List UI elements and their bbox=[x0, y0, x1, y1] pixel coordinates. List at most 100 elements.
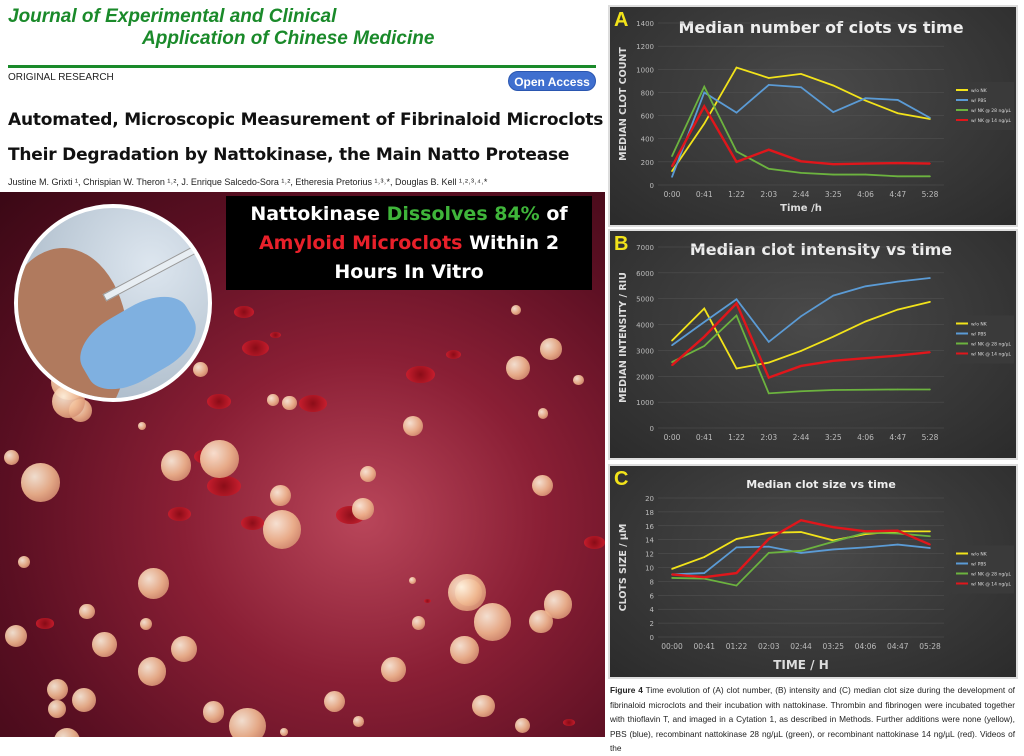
microclot-particle bbox=[411, 616, 425, 630]
data-point bbox=[896, 162, 899, 164]
legend-label: w/o NK bbox=[971, 322, 988, 328]
x-tick-label: 04:06 bbox=[855, 642, 877, 651]
data-point bbox=[896, 112, 899, 115]
data-point bbox=[671, 155, 673, 157]
data-point bbox=[735, 302, 738, 305]
y-tick-label: 0 bbox=[650, 182, 654, 190]
x-tick-label: 04:47 bbox=[887, 642, 909, 651]
data-point bbox=[929, 543, 931, 546]
legend-label: w/ NK @ 14 ng/µL bbox=[971, 118, 1012, 124]
x-tick-label: 3:25 bbox=[825, 190, 842, 199]
x-tick-label: 2:44 bbox=[793, 190, 810, 199]
microclot-particle bbox=[510, 304, 521, 316]
red-blood-cell bbox=[167, 506, 191, 521]
data-point bbox=[671, 577, 673, 579]
data-point bbox=[800, 73, 802, 75]
microclot-particle bbox=[282, 395, 297, 410]
data-point bbox=[703, 85, 706, 88]
series-line-3 bbox=[671, 531, 931, 587]
data-point bbox=[703, 556, 706, 558]
microclot-particle bbox=[229, 708, 266, 737]
banner-text: Hours In Vitro bbox=[334, 261, 484, 283]
data-point bbox=[767, 531, 770, 534]
y-tick-label: 2 bbox=[650, 620, 654, 628]
legend-label: w/ NK @ 14 ng/µL bbox=[971, 582, 1012, 588]
y-tick-label: 200 bbox=[641, 159, 654, 167]
red-blood-cell bbox=[207, 393, 232, 409]
red-blood-cell bbox=[424, 598, 432, 604]
microclot-particle bbox=[267, 394, 280, 407]
data-point bbox=[767, 168, 770, 170]
data-point bbox=[896, 99, 899, 101]
microclot-particle bbox=[202, 701, 224, 723]
microclot-particle bbox=[505, 356, 531, 381]
red-blood-cell bbox=[583, 536, 605, 549]
microclot-particle bbox=[537, 408, 548, 419]
series-line-1 bbox=[671, 300, 931, 370]
open-access-badge[interactable]: Open Access bbox=[508, 71, 596, 91]
journal-title-line2: Application of Chinese Medicine bbox=[142, 28, 435, 49]
series-line-2 bbox=[671, 543, 931, 576]
data-point bbox=[735, 314, 738, 317]
data-point bbox=[767, 77, 770, 79]
data-point bbox=[832, 526, 835, 528]
data-point bbox=[864, 162, 867, 165]
x-tick-label: 4:47 bbox=[889, 190, 906, 199]
data-point bbox=[735, 111, 738, 114]
data-point bbox=[832, 111, 835, 113]
y-tick-label: 4 bbox=[650, 606, 655, 614]
y-axis-label: CLOTS SIZE / µM bbox=[618, 524, 629, 612]
microclot-particle bbox=[5, 624, 28, 648]
data-point bbox=[832, 540, 835, 543]
microclot-particle bbox=[138, 422, 147, 431]
microclot-particle bbox=[92, 632, 117, 657]
x-axis-label: TIME / H bbox=[773, 658, 829, 672]
microclot-particle bbox=[47, 699, 66, 718]
microclot-particle bbox=[352, 498, 374, 520]
journal-title-line1: Journal of Experimental and Clinical bbox=[8, 6, 337, 27]
data-point bbox=[832, 84, 835, 87]
data-point bbox=[767, 148, 770, 151]
data-point bbox=[703, 122, 706, 125]
legend-label: w/ PBS bbox=[971, 98, 986, 104]
red-blood-cell bbox=[234, 306, 254, 318]
figure-caption: Figure 4 Time evolution of (A) clot numb… bbox=[610, 683, 1015, 756]
y-tick-label: 3000 bbox=[636, 347, 654, 355]
x-tick-label: 02:44 bbox=[790, 642, 812, 651]
clot-count-chart: Median number of clots vs time 0 200 400 600… bbox=[618, 18, 1014, 214]
data-point bbox=[671, 364, 673, 366]
y-tick-label: 600 bbox=[641, 113, 654, 121]
x-tick-label: 5:28 bbox=[922, 433, 939, 442]
microclot-particle bbox=[531, 474, 554, 497]
data-point bbox=[929, 388, 931, 391]
data-point bbox=[735, 161, 738, 163]
data-point bbox=[703, 335, 706, 338]
y-tick-label: 1200 bbox=[636, 43, 654, 51]
microclot-particle bbox=[381, 656, 406, 682]
data-point bbox=[929, 162, 931, 165]
legend-label: w/o NK bbox=[971, 552, 988, 558]
chart-title: Median number of clots vs time bbox=[678, 18, 963, 37]
y-tick-label: 12 bbox=[645, 551, 654, 559]
data-point bbox=[800, 315, 802, 318]
banner-text: Nattokinase bbox=[250, 203, 387, 225]
y-tick-label: 2000 bbox=[636, 373, 654, 381]
series-line-3 bbox=[671, 313, 930, 395]
data-point bbox=[864, 285, 867, 288]
microclot-particle bbox=[139, 617, 152, 630]
data-point bbox=[671, 344, 673, 347]
legend-label: w/ NK @ 28 ng/µL bbox=[971, 342, 1012, 348]
data-point bbox=[896, 354, 899, 357]
header-divider bbox=[8, 65, 596, 68]
x-tick-label: 1:22 bbox=[728, 433, 745, 442]
microclot-particle bbox=[573, 375, 584, 386]
y-tick-label: 400 bbox=[641, 136, 654, 144]
x-tick-label: 1:22 bbox=[728, 190, 745, 199]
data-point bbox=[929, 301, 931, 303]
banner-text: Within 2 bbox=[462, 232, 560, 254]
data-point bbox=[800, 172, 802, 174]
data-point bbox=[767, 392, 770, 395]
red-blood-cell bbox=[36, 618, 54, 629]
data-point bbox=[671, 361, 673, 363]
banner-text: of bbox=[539, 203, 568, 225]
